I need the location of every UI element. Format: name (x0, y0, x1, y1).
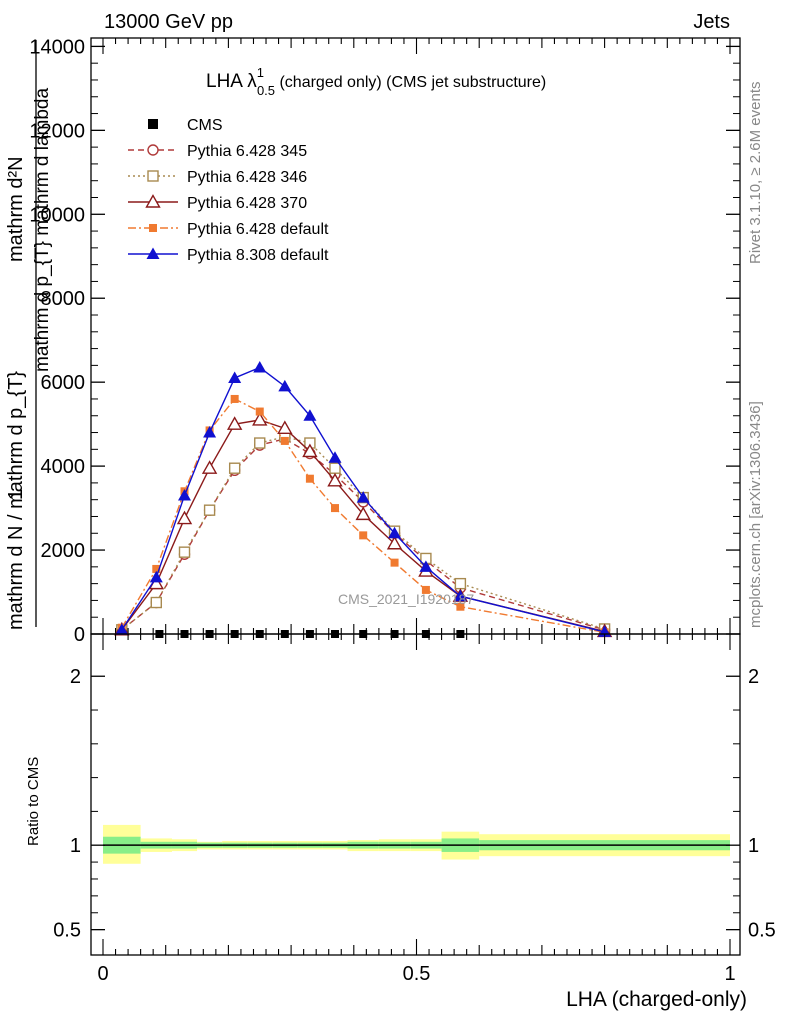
series-point (253, 360, 267, 373)
analysis-watermark: CMS_2021_I1920187 (338, 591, 474, 607)
x-tick-label: 0 (97, 963, 108, 985)
y-tick-label: 10000 (29, 204, 85, 226)
header-energy: 13000 GeV pp (104, 11, 233, 33)
series-point (330, 504, 339, 513)
ylabel-prefix: 1 (5, 489, 27, 500)
series-line (121, 419, 605, 633)
series-point (390, 558, 399, 567)
ratio-y-tick-label-right: 2 (748, 666, 759, 688)
legend-label: Pythia 6.428 345 (187, 143, 307, 160)
series-point (355, 506, 371, 521)
series-point (280, 436, 289, 445)
y-tick-label: 14000 (29, 36, 85, 58)
header-process: Jets (693, 11, 730, 33)
series-point (255, 407, 264, 416)
series-line (121, 366, 605, 633)
series-point (303, 409, 317, 421)
series-point (176, 510, 193, 525)
y-tick-label: 8000 (41, 288, 86, 310)
legend-label: CMS (187, 117, 223, 134)
series-point (419, 560, 433, 572)
ratio-ylabel: Ratio to CMS (25, 757, 42, 846)
x-tick-label: 0.5 (403, 963, 431, 985)
ylabel-numerator: mathrm d²N (5, 156, 27, 262)
y-tick-label: 4000 (41, 456, 86, 478)
series-point (254, 437, 266, 449)
legend-label: Pythia 6.428 370 (187, 195, 307, 212)
series-point (252, 412, 268, 426)
series-point (302, 443, 318, 458)
y-tick-label: 0 (74, 624, 85, 646)
y-tick-label: 6000 (41, 372, 86, 394)
series-point (453, 589, 467, 602)
legend: CMS Pythia 6.428 345 Pythia 6.428 346 Pythi… (128, 117, 329, 264)
legend-marker (146, 247, 160, 259)
ratio-panel: 0 0.5 1 0.5 0.5 1 1 2 2 (53, 633, 776, 985)
main-ylabel: mathrm d²N mathrm d p_{T} mathrm d lambd… (5, 40, 53, 630)
series-point (150, 596, 162, 609)
mcplots-label: mcplots.cern.ch [arXiv:1306.3436] (747, 401, 764, 628)
plot-title-sup: 1 (257, 65, 264, 80)
series-5 (115, 360, 612, 637)
series-point (388, 526, 402, 539)
series-point (203, 426, 217, 438)
series-point (454, 577, 467, 590)
ratio-y-tick-label-right: 0.5 (748, 920, 776, 942)
series-point (277, 420, 293, 435)
series-point (178, 546, 191, 558)
series-point (230, 394, 239, 403)
series-point (421, 585, 430, 594)
ratio-y-tick-label: 0.5 (53, 920, 81, 942)
series-point (356, 491, 370, 503)
x-tick-label: 1 (724, 963, 735, 985)
series-point (203, 504, 216, 516)
series-point (228, 371, 242, 383)
plot-title-main: LHA λ (206, 71, 257, 92)
plot-title-sub: 0.5 (257, 83, 275, 98)
legend-marker-cms (148, 119, 158, 129)
ylabel-norm-denominator: mathrm d N / mathrm d p_{T} (5, 371, 27, 630)
series-point (226, 416, 243, 430)
series-point (305, 474, 314, 483)
legend-marker (145, 194, 161, 208)
x-axis-label: LHA (charged-only) (566, 988, 747, 1011)
series-point (327, 472, 343, 487)
series-line (121, 398, 605, 634)
plot-title-rest: (charged only) (CMS jet substructure) (275, 74, 546, 91)
series-point (228, 462, 241, 474)
legend-label: Pythia 6.428 default (187, 221, 329, 238)
plot-title: LHA λ1 0.5 (charged only) (CMS jet substr… (206, 65, 546, 98)
legend-label: Pythia 6.428 346 (187, 169, 307, 186)
legend-marker (147, 170, 159, 182)
legend-label: Pythia 8.308 default (187, 247, 329, 264)
series-point (359, 531, 368, 540)
ratio-y-tick-label: 2 (70, 666, 81, 688)
series-point (201, 460, 218, 474)
ratio-y-tick-label: 1 (70, 835, 81, 857)
series-line (121, 438, 605, 631)
series-point (386, 535, 403, 550)
series-point (456, 602, 465, 611)
main-panel: 0 2000 4000 6000 8000 10000 12000 14000 CMS Pythi… (29, 36, 741, 646)
legend-marker (149, 224, 157, 232)
rivet-label: Rivet 3.1.10, ≥ 2.6M events (747, 82, 764, 265)
y-tick-label: 2000 (41, 540, 86, 562)
series-point (328, 451, 342, 463)
series-point (178, 488, 192, 501)
series-point (278, 379, 292, 392)
series-point (329, 462, 341, 474)
ratio-y-tick-label-right: 1 (748, 835, 759, 857)
ylabel-denominator: mathrm d p_{T} mathrm d lambda (32, 88, 53, 372)
series-point (152, 564, 161, 573)
ratio-frame (90, 633, 741, 956)
y-tick-label: 12000 (29, 120, 85, 142)
series-point (149, 570, 163, 583)
series-point (115, 623, 129, 635)
legend-marker (147, 144, 159, 156)
